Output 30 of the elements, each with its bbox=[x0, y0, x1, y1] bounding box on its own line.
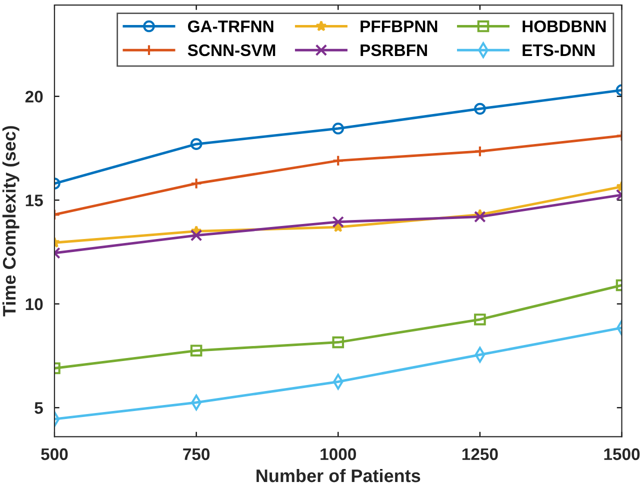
point bbox=[474, 210, 486, 223]
point bbox=[190, 225, 202, 236]
point bbox=[190, 178, 202, 190]
point bbox=[474, 145, 486, 158]
point bbox=[190, 138, 202, 150]
x-tick-label: 1500 bbox=[604, 448, 640, 460]
y-tick-label: 20 bbox=[25, 90, 43, 103]
legend-label: ETS-DNN bbox=[522, 44, 595, 56]
point bbox=[332, 154, 344, 167]
y-tick-label: 5 bbox=[34, 402, 43, 414]
x-tick-label: 1250 bbox=[462, 448, 498, 460]
y-tick-label: 15 bbox=[26, 194, 43, 206]
x-tick-label: 750 bbox=[183, 448, 210, 460]
point bbox=[190, 230, 202, 242]
point bbox=[190, 344, 202, 357]
x-tick-label: 500 bbox=[41, 448, 68, 460]
point bbox=[474, 314, 486, 326]
y-axis-title: Time Complexity (sec) bbox=[2, 126, 20, 316]
x-tick-label: 1000 bbox=[320, 448, 356, 460]
legend-label: PFFBPNN bbox=[360, 20, 438, 32]
point bbox=[332, 216, 344, 228]
point bbox=[332, 336, 344, 348]
x-axis-title: Number of Patients bbox=[256, 468, 420, 482]
legend-label: HOBDBNN bbox=[522, 20, 606, 32]
legend-label: GA-TRFNN bbox=[188, 20, 274, 32]
legend-label: SCNN-SVM bbox=[188, 44, 276, 56]
y-tick-label: 10 bbox=[26, 298, 43, 310]
point bbox=[474, 102, 486, 115]
point bbox=[332, 122, 344, 134]
legend-label: PSRBFN bbox=[360, 44, 427, 56]
